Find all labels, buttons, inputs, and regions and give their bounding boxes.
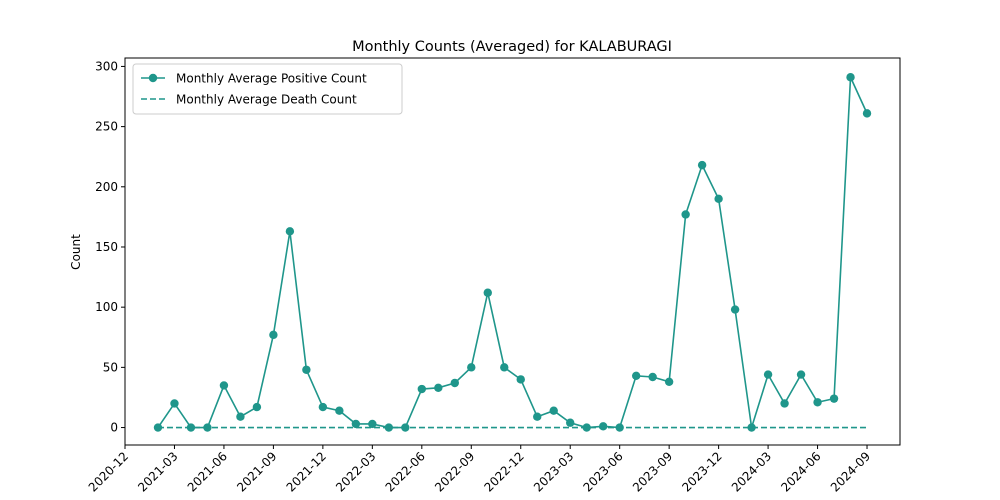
x-tick-label: 2021-06 [185,449,230,494]
data-point [335,406,344,415]
data-point [236,412,245,421]
x-tick-label: 2024-06 [778,449,823,494]
data-point [664,377,674,387]
data-point [285,227,295,236]
data-point [648,372,657,382]
data-point [533,412,542,421]
data-point [252,402,262,412]
data-point [170,399,179,408]
data-point [862,109,872,118]
data-point [747,423,756,432]
legend-box [132,63,403,115]
y-tick-label: 50 [103,360,118,374]
y-tick-label: 200 [95,180,118,194]
x-tick-label: 2023-09 [630,449,675,494]
series-line [157,76,868,429]
x-tick-label: 2020-12 [86,449,131,494]
data-point [631,371,641,380]
data-point [302,365,311,374]
data-point [318,402,328,412]
data-point [351,419,361,429]
data-point [598,422,608,431]
data-point [730,305,740,314]
data-point [697,160,707,170]
x-tick-label: 2023-03 [531,449,576,494]
x-tick-label: 2024-09 [828,449,873,494]
data-point [434,383,443,393]
x-tick-label: 2023-12 [679,449,724,494]
y-tick-label: 150 [95,240,118,254]
data-point [269,330,278,340]
legend-label: Monthly Average Death Count [176,93,357,107]
data-point [368,419,377,429]
plot-area [124,57,901,446]
data-point [813,398,822,407]
data-point [549,406,558,415]
y-tick-label: 0 [110,421,118,435]
data-point [483,288,492,297]
data-point [219,381,229,390]
data-point [780,399,789,408]
legend-marker [148,73,158,83]
data-point [796,370,806,379]
data-point [763,370,773,379]
data-point [467,363,476,372]
x-tick-label: 2024-03 [729,449,774,494]
x-tick-label: 2022-09 [432,449,477,494]
y-tick-label: 250 [95,120,118,134]
x-tick-label: 2021-09 [234,449,279,494]
x-tick-label: 2021-12 [284,449,329,494]
x-tick-label: 2022-03 [333,449,378,494]
data-point [566,418,575,427]
legend-label: Monthly Average Positive Count [176,72,367,86]
data-point [714,194,723,204]
x-tick-label: 2022-06 [383,449,428,494]
data-point [450,378,459,388]
y-tick-label: 300 [95,59,118,73]
data-point [417,384,427,394]
data-point [829,394,839,403]
data-point [681,210,690,219]
data-point [846,73,855,82]
y-axis-label: Count [69,234,83,270]
data-point [500,363,509,372]
x-tick-label: 2021-03 [135,449,180,494]
chart-title: Monthly Counts (Averaged) for KALABURAGI [352,39,672,55]
x-tick-label: 2022-12 [482,449,527,494]
data-point [516,375,525,384]
y-tick-label: 100 [95,300,118,314]
x-tick-label: 2023-06 [580,449,625,494]
